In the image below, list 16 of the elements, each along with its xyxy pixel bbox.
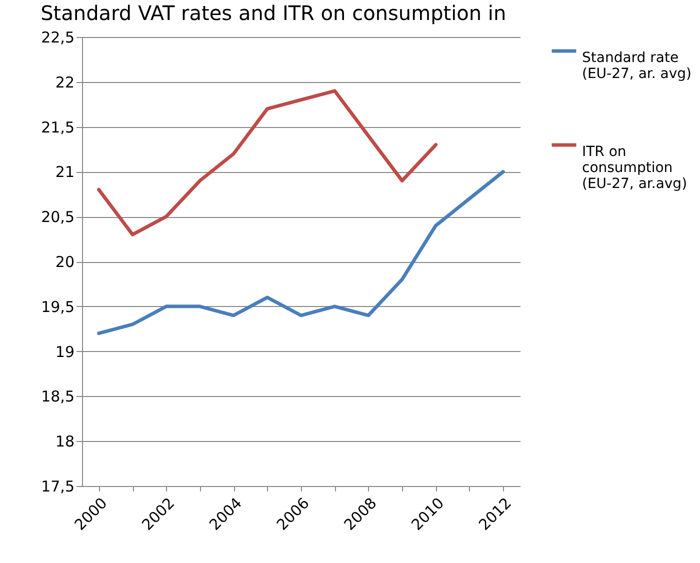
legend-label: ITR on consumption (EU-27, ar.avg) bbox=[582, 144, 688, 192]
y-tick-label: 22 bbox=[55, 73, 74, 92]
line-series bbox=[97, 170, 505, 336]
y-tick-label: 17,5 bbox=[41, 478, 74, 496]
line-series bbox=[97, 89, 438, 236]
y-tick-label: 21,5 bbox=[41, 118, 74, 136]
y-tick-label: 18,5 bbox=[41, 388, 74, 406]
legend-label: Standard rate (EU-27, ar. avg) bbox=[582, 50, 692, 82]
y-tick-label: 19,5 bbox=[41, 298, 74, 316]
y-tick-label: 22,5 bbox=[41, 28, 74, 46]
y-tick-label: 19 bbox=[55, 342, 74, 361]
y-tick-label: 21 bbox=[55, 163, 74, 182]
y-tick-label: 18 bbox=[55, 432, 74, 451]
y-tick-label: 20,5 bbox=[41, 208, 74, 226]
chart-title: Standard VAT rates and ITR on consumption in bbox=[40, 1, 506, 25]
y-tick-label: 20 bbox=[55, 253, 74, 271]
